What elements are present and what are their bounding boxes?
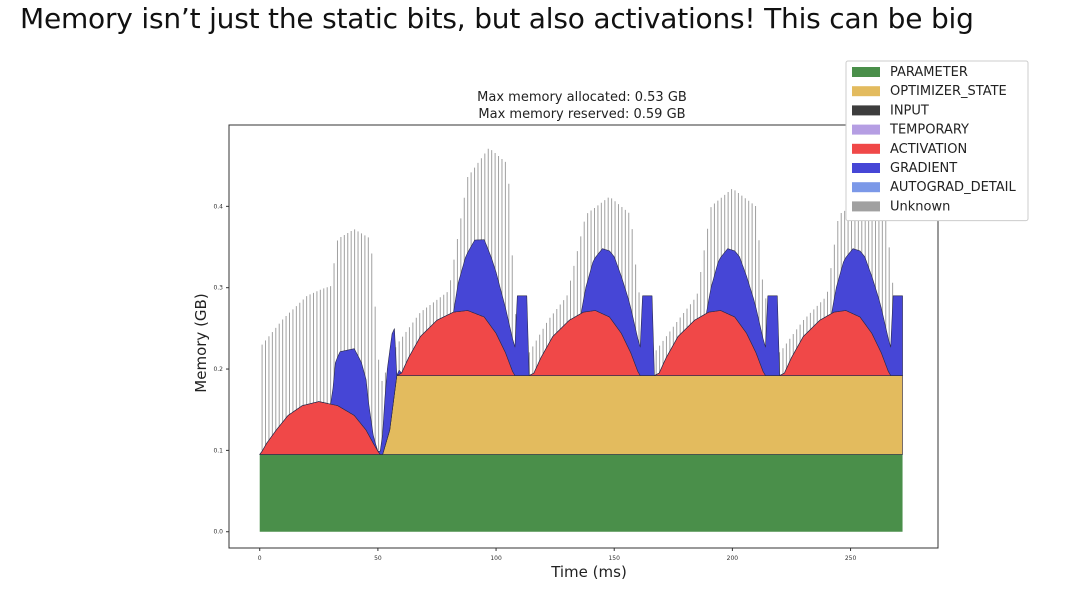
legend-label: OPTIMIZER_STATE <box>890 84 1007 99</box>
legend-swatch <box>852 86 880 97</box>
x-tick-label: 200 <box>727 555 739 562</box>
legend-label: PARAMETER <box>890 65 968 80</box>
legend-label: TEMPORARY <box>889 123 969 138</box>
y-tick-label: 0.3 <box>213 285 223 292</box>
legend-item-temporary: TEMPORARY <box>852 123 969 138</box>
chart-title-line-allocated: Max memory allocated: 0.53 GB <box>477 90 687 105</box>
legend-swatch <box>852 67 880 77</box>
legend-item-parameter: PARAMETER <box>852 65 968 80</box>
legend: PARAMETER OPTIMIZER_STATE INPUT TEMPORARY AC… <box>845 60 1029 222</box>
chart-title-line-reserved: Max memory reserved: 0.59 GB <box>478 107 685 122</box>
legend-box <box>845 60 1029 222</box>
legend-label: AUTOGRAD_DETAIL <box>890 180 1016 195</box>
x-axis-label: Time (ms) <box>550 563 627 581</box>
y-tick-label: 0.2 <box>213 366 223 373</box>
legend-label: ACTIVATION <box>890 142 967 157</box>
y-axis-label: Memory (GB) <box>192 293 210 392</box>
x-tick-label: 250 <box>845 555 857 562</box>
axis-ticks: 0 50 100 150 200 250 0.0 0.1 0.2 0.3 0.4 <box>213 203 856 562</box>
legend-item-activation: ACTIVATION <box>852 142 967 157</box>
x-tick-label: 150 <box>608 555 620 562</box>
legend-swatch <box>852 182 880 193</box>
legend-item-gradient: GRADIENT <box>852 161 957 176</box>
legend-label: INPUT <box>890 103 929 118</box>
plot-area <box>259 148 903 532</box>
x-tick-label: 50 <box>374 555 382 562</box>
legend-item-input: INPUT <box>852 103 929 118</box>
legend-label: GRADIENT <box>890 161 957 176</box>
legend-item-optimizer-state: OPTIMIZER_STATE <box>852 84 1007 99</box>
y-tick-label: 0.1 <box>213 447 223 454</box>
x-tick-label: 0 <box>258 555 262 562</box>
legend-swatch <box>852 124 880 135</box>
legend-swatch <box>852 163 880 173</box>
chart-title: Max memory allocated: 0.53 GB Max memory… <box>477 90 687 122</box>
slide-title: Memory isn’t just the static bits, but a… <box>20 2 974 35</box>
legend-swatch <box>852 201 880 212</box>
y-tick-label: 0.4 <box>213 203 223 210</box>
series-gradient <box>259 239 903 455</box>
y-tick-label: 0.0 <box>213 529 223 536</box>
legend-swatch <box>852 143 880 154</box>
axes-frame <box>228 124 939 549</box>
legend-swatch <box>852 105 880 116</box>
series-parameter <box>259 454 903 532</box>
legend-label: Unknown <box>890 199 950 214</box>
legend-item-autograd-detail: AUTOGRAD_DETAIL <box>852 180 1016 195</box>
legend-item-unknown: Unknown <box>852 199 950 214</box>
x-tick-label: 100 <box>490 555 502 562</box>
